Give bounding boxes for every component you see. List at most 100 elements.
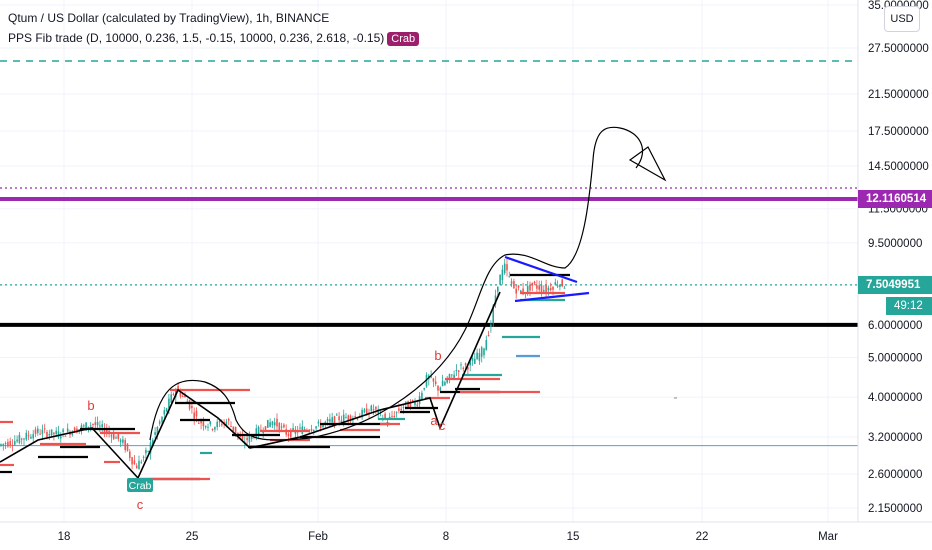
candle-body	[561, 279, 563, 287]
candle-body	[163, 410, 166, 415]
candle-body	[145, 449, 147, 454]
candle-body	[543, 290, 545, 292]
candle-body	[552, 286, 554, 290]
candle-body	[110, 435, 113, 437]
candle-body	[237, 432, 239, 436]
time-tick-label: 18	[58, 531, 71, 543]
candle-body	[57, 431, 60, 438]
candle-body	[66, 428, 69, 432]
price-tick-label: 4.0000000	[868, 392, 922, 404]
candle-body	[299, 427, 301, 429]
candle-body	[324, 421, 327, 423]
price-tick-label: 14.5000000	[868, 161, 929, 173]
candle-body	[338, 416, 340, 421]
candle-body	[474, 358, 476, 364]
candle-body	[138, 460, 140, 470]
candle-body	[278, 422, 281, 432]
candle-body	[388, 416, 391, 419]
candle-body	[200, 420, 202, 424]
candle-body	[494, 295, 497, 305]
candle-body	[446, 379, 448, 383]
candle-body	[131, 457, 133, 465]
price-tick-label: 6.0000000	[868, 320, 922, 332]
candle-body	[198, 422, 200, 424]
candle-body	[317, 421, 320, 424]
candle-body	[115, 437, 117, 439]
candle-body	[156, 426, 159, 436]
candle-body	[64, 435, 67, 437]
candle-body	[60, 436, 62, 439]
candle-body	[411, 399, 414, 401]
price-tick-label: 27.5000000	[868, 43, 929, 55]
candle-body	[230, 425, 232, 427]
candle-body	[467, 367, 469, 370]
candle-body	[188, 400, 191, 409]
time-tick-label: 22	[696, 531, 709, 543]
candle-body	[405, 401, 407, 405]
candle-body	[384, 413, 386, 419]
harmonic-point-label: b	[434, 348, 441, 363]
candle-body	[432, 378, 435, 382]
candle-body	[172, 394, 175, 396]
candle-body	[545, 285, 547, 293]
candle-body	[140, 461, 143, 463]
grid-lines	[0, 0, 858, 522]
candle-body	[430, 376, 432, 378]
candle-body	[96, 422, 99, 426]
time-axis[interactable]: 18 25 Feb 8 15 22 Mar	[58, 531, 838, 543]
candle-body	[124, 440, 126, 451]
indicator-legend[interactable]: PPS Fib trade (D, 10000, 0.236, 1.5, -0.…	[8, 31, 420, 46]
candle-body	[526, 285, 529, 293]
candle-body	[209, 421, 212, 425]
candle-body	[126, 443, 129, 451]
candle-body	[112, 432, 115, 440]
candle-body	[444, 382, 446, 386]
candle-body	[147, 450, 149, 452]
price-tick-label: 3.2000000	[868, 432, 922, 444]
candle-body	[356, 418, 359, 420]
candle-body	[103, 429, 106, 434]
candle-body	[170, 394, 172, 403]
candle-body	[503, 263, 506, 274]
candle-body	[554, 282, 557, 285]
candle-body	[4, 443, 7, 445]
candle-body	[250, 434, 253, 439]
candle-body	[43, 428, 46, 430]
candle-body	[168, 398, 170, 409]
candle-body	[522, 288, 524, 295]
candle-body	[262, 431, 264, 433]
time-tick-label: Mar	[818, 531, 838, 543]
candle-body	[216, 421, 218, 428]
candle-body	[239, 436, 241, 438]
candle-body	[85, 422, 87, 431]
time-tick-label: 8	[443, 531, 449, 543]
currency-button[interactable]: USD	[884, 6, 920, 32]
candle-body	[400, 408, 402, 410]
candle-body	[347, 415, 350, 421]
candle-body	[457, 370, 460, 372]
candle-body	[453, 374, 455, 379]
candle-body	[83, 425, 85, 427]
candle-body	[556, 285, 559, 287]
candle-body	[41, 429, 44, 434]
candle-body	[232, 426, 235, 431]
candle-body	[7, 441, 9, 447]
harmonic-point-label: b	[87, 398, 94, 413]
horizontal-levels	[0, 60, 858, 447]
candle-body	[490, 324, 492, 327]
candle-body	[149, 442, 152, 454]
candle-body	[92, 424, 94, 426]
candle-body	[393, 416, 396, 418]
candle-body	[276, 418, 278, 427]
price-axis[interactable]: 35.000000027.500000021.500000017.5000000…	[868, 0, 929, 515]
candle-body	[391, 415, 393, 417]
candle-body	[402, 406, 405, 408]
candle-body	[414, 401, 416, 406]
candle-body	[386, 422, 389, 424]
candle-body	[448, 374, 451, 380]
candle-body	[117, 433, 120, 440]
candle-body	[9, 441, 11, 446]
candle-body	[540, 285, 543, 292]
